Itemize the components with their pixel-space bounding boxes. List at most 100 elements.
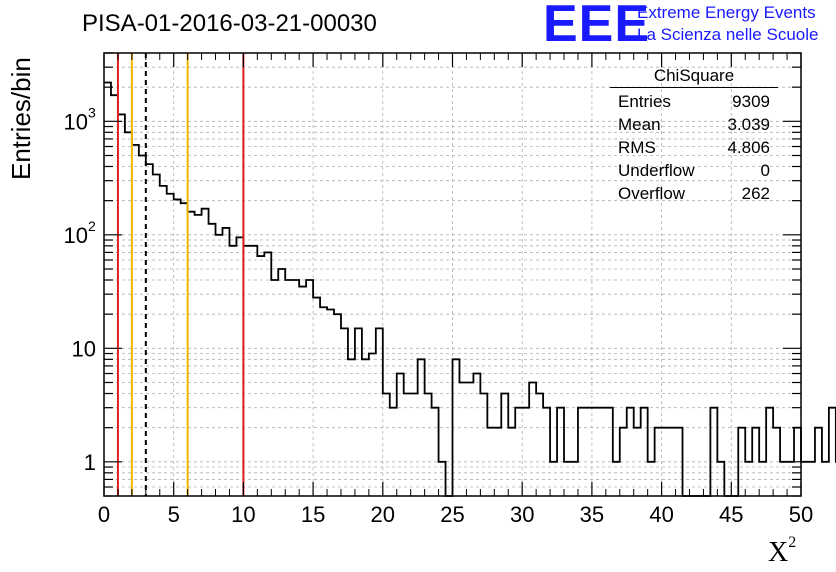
- x-tick-label: 0: [98, 502, 110, 527]
- logo-line-2: La Scienza nelle Scuole: [637, 25, 819, 44]
- stats-value: 0: [760, 161, 770, 180]
- histogram-bin: [585, 408, 592, 496]
- histogram-bin: [292, 280, 299, 496]
- histogram-bin: [620, 428, 627, 496]
- histogram-bin: [466, 383, 473, 496]
- histogram-bin: [278, 269, 285, 496]
- x-tick-label: 5: [168, 502, 180, 527]
- histogram-bin: [299, 287, 306, 496]
- x-axis-ticks: 0 5 10 15 20 25 30 35 40 45 50: [98, 53, 813, 527]
- histogram-bin: [557, 408, 564, 496]
- y-tick-label: 1: [84, 450, 96, 475]
- x-axis-label-sup: 2: [788, 534, 797, 551]
- x-tick-label: 10: [231, 502, 255, 527]
- logo-line-1: Extreme Energy Events: [637, 3, 816, 22]
- histogram-bin: [738, 428, 745, 496]
- histogram-bin: [376, 328, 383, 496]
- histogram-bin: [439, 462, 446, 496]
- stats-row: Entries 9309: [610, 90, 778, 113]
- histogram-bin: [369, 354, 376, 496]
- histogram-bin: [390, 408, 397, 496]
- stats-title: ChiSquare: [610, 66, 778, 88]
- histogram-bin: [522, 408, 529, 496]
- histogram-bin: [641, 408, 648, 496]
- histogram-bin: [411, 393, 418, 496]
- histogram-bin: [487, 428, 494, 496]
- histogram-bin: [432, 408, 439, 496]
- histogram-bin: [815, 428, 822, 496]
- stats-label: Entries: [618, 92, 671, 111]
- histogram-bin: [243, 246, 250, 496]
- reference-lines: [116, 53, 245, 496]
- histogram-bin: [362, 359, 369, 496]
- histogram-bin: [676, 428, 683, 496]
- histogram-bin: [759, 462, 766, 496]
- histogram-bin: [285, 280, 292, 496]
- histogram-bin: [313, 298, 320, 496]
- histogram-bin: [515, 408, 522, 496]
- x-tick-label: 40: [649, 502, 673, 527]
- stats-label: Underflow: [618, 161, 695, 180]
- histogram-bin: [236, 237, 243, 496]
- histogram-bin: [250, 246, 257, 496]
- histogram-bin: [592, 408, 599, 496]
- histogram-bin: [174, 199, 181, 496]
- histogram-bin: [501, 393, 508, 496]
- histogram-bin: [473, 374, 480, 496]
- histogram-bin: [717, 462, 724, 496]
- histogram-bin: [348, 359, 355, 496]
- histogram-bin: [181, 203, 188, 496]
- histogram-bin: [780, 462, 787, 496]
- histogram-bin: [216, 235, 223, 496]
- histogram-bin: [229, 246, 236, 496]
- histogram-bin: [139, 156, 146, 496]
- histogram-bin: [125, 132, 132, 496]
- histogram-bin: [529, 383, 536, 496]
- histogram-bin: [397, 374, 404, 496]
- histogram-bin: [383, 393, 390, 496]
- histogram-bin: [418, 359, 425, 496]
- stats-label: Mean: [618, 115, 661, 134]
- y-axis-label: Entries/bin: [6, 57, 36, 180]
- histogram-bin: [425, 393, 432, 496]
- histogram-bin: [766, 408, 773, 496]
- eee-logo: EEE: [543, 0, 651, 53]
- histogram-bin: [480, 393, 487, 496]
- stats-value: 3.039: [727, 115, 770, 134]
- histogram-bin: [104, 82, 111, 496]
- histogram-bin: [257, 256, 264, 496]
- stats-value: 262: [741, 184, 770, 203]
- histogram-bin: [669, 428, 676, 496]
- histogram-bin: [271, 280, 278, 496]
- stats-box: ChiSquare Entries 9309 Mean 3.039 RMS 4.806…: [610, 66, 778, 205]
- histogram-bin: [334, 314, 341, 496]
- histogram-bin: [578, 408, 585, 496]
- histogram-bin: [118, 114, 125, 496]
- histogram-bin: [404, 393, 411, 496]
- histogram-bin: [153, 175, 160, 496]
- y-tick-label: 10: [64, 109, 88, 134]
- histogram-bin: [648, 462, 655, 496]
- stats-row: Overflow 262: [610, 182, 778, 205]
- histogram-bin: [606, 408, 613, 496]
- y-tick-label-sup: 3: [88, 104, 96, 120]
- x-tick-label: 45: [719, 502, 743, 527]
- histogram-bin: [222, 228, 229, 496]
- histogram-bin: [822, 462, 829, 496]
- histogram-bin: [320, 307, 327, 496]
- histogram-bin: [459, 383, 466, 496]
- histogram-bin: [627, 408, 634, 496]
- x-axis-label-main: X: [768, 537, 789, 568]
- y-tick-label: 10: [64, 223, 88, 248]
- histogram-bin: [634, 428, 641, 496]
- y-tick-label-sup: 2: [88, 218, 96, 234]
- histogram-bin: [808, 462, 815, 496]
- stats-value: 9309: [732, 92, 770, 111]
- histogram-bin: [132, 145, 139, 496]
- histogram-bin: [188, 212, 195, 496]
- histogram-bin: [710, 408, 717, 496]
- grid: [104, 53, 801, 496]
- x-tick-label: 15: [301, 502, 325, 527]
- x-tick-label: 30: [510, 502, 534, 527]
